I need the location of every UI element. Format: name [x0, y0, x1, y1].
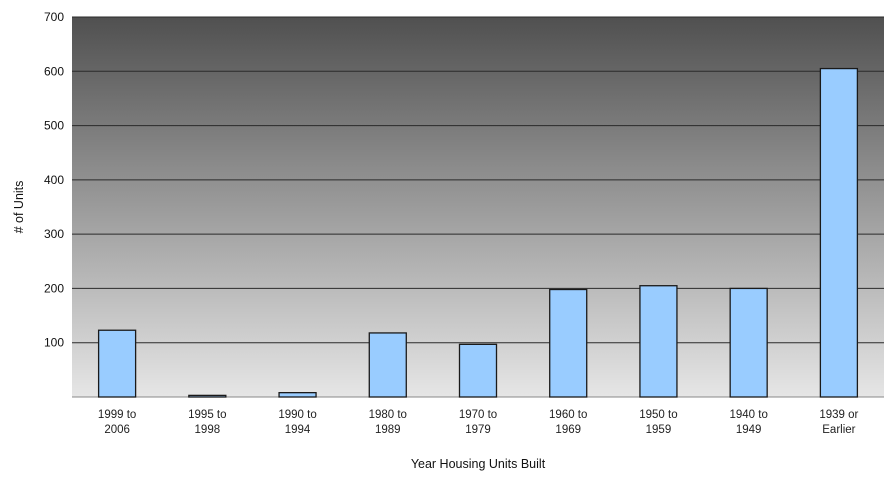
- bar: [639, 285, 678, 398]
- bar: [458, 343, 498, 398]
- y-tick-label: 500: [44, 119, 64, 133]
- bar: [729, 287, 768, 398]
- x-tick-label: 1980 to 1989: [369, 409, 407, 436]
- bar: [819, 67, 859, 398]
- y-tick-label: 400: [44, 173, 64, 187]
- x-tick-label: 1950 to 1959: [639, 409, 677, 436]
- y-axis-label: # of Units: [12, 181, 26, 234]
- y-tick-label: 600: [44, 64, 64, 78]
- x-tick-label: 1939 or Earlier: [819, 409, 858, 436]
- bar: [97, 329, 137, 398]
- x-tick-label: 1960 to 1969: [549, 409, 587, 436]
- bar: [549, 288, 588, 398]
- y-tick-label: 200: [44, 281, 64, 295]
- bar: [278, 392, 317, 398]
- x-tick-label: 1970 to 1979: [459, 409, 497, 436]
- x-tick-label: 1990 to 1994: [278, 409, 316, 436]
- y-tick-label: 300: [44, 227, 64, 241]
- x-axis-ticks: 1999 to 2006 1995 to 1998 1990 to 1994 1980 to…: [98, 409, 859, 436]
- bars: [97, 67, 859, 398]
- bar: [368, 332, 407, 398]
- y-tick-label: 100: [44, 336, 64, 350]
- bar: [188, 394, 227, 398]
- x-tick-label: 1995 to 1998: [188, 409, 226, 436]
- x-tick-label: 1999 to 2006: [98, 409, 136, 436]
- x-axis-label: Year Housing Units Built: [411, 457, 546, 471]
- y-axis-ticks: 100 200 300 400 500 600 700: [44, 10, 64, 350]
- y-tick-label: 700: [44, 10, 64, 24]
- x-tick-label: 1940 to 1949: [729, 409, 767, 436]
